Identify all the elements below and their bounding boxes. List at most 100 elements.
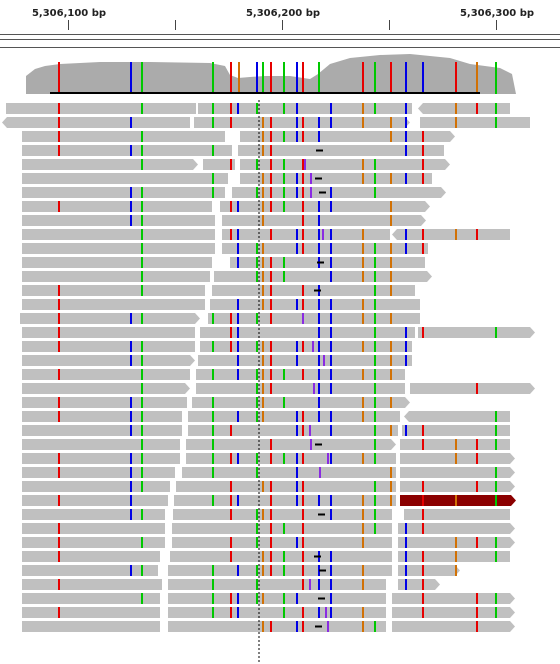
mismatch-mark	[296, 495, 298, 506]
aligned-read	[196, 383, 405, 394]
mismatch-mark	[455, 551, 457, 562]
mismatch-mark	[405, 173, 407, 184]
aligned-read	[174, 495, 396, 506]
aligned-read	[392, 621, 515, 632]
mismatch-mark	[296, 411, 298, 422]
mismatch-mark	[422, 565, 424, 576]
mismatch-mark	[362, 565, 364, 576]
aligned-read	[198, 103, 412, 114]
mismatch-mark	[374, 453, 376, 464]
aligned-read	[22, 509, 165, 520]
mismatch-mark	[330, 383, 332, 394]
insertion-mark	[322, 229, 324, 240]
mismatch-mark	[405, 243, 407, 254]
mismatch-mark	[212, 103, 214, 114]
coverage-variant-bar	[296, 62, 298, 94]
mismatch-mark	[256, 593, 258, 604]
mismatch-mark	[422, 579, 424, 590]
mismatch-mark	[58, 201, 60, 212]
mismatch-mark	[476, 103, 478, 114]
mismatch-mark	[130, 187, 132, 198]
mismatch-mark	[318, 229, 320, 240]
mismatch-mark	[141, 341, 143, 352]
mismatch-mark	[330, 411, 332, 422]
aligned-read	[22, 495, 168, 506]
mismatch-mark	[141, 425, 143, 436]
mismatch-mark	[374, 383, 376, 394]
mismatch-mark	[362, 243, 364, 254]
track-divider	[0, 47, 560, 48]
mismatch-mark	[374, 355, 376, 366]
aligned-read	[22, 369, 190, 380]
mismatch-mark	[230, 201, 232, 212]
mismatch-mark	[237, 369, 239, 380]
mismatch-mark	[296, 425, 298, 436]
aligned-read	[168, 579, 386, 590]
mismatch-mark	[141, 215, 143, 226]
mismatch-mark	[390, 369, 392, 380]
ruler-tick	[175, 20, 176, 30]
insertion-mark	[304, 159, 306, 170]
mismatch-mark	[476, 229, 478, 240]
mismatch-mark	[58, 453, 60, 464]
aligned-read	[22, 243, 215, 254]
mismatch-mark	[237, 201, 239, 212]
genomic-ruler[interactable]: 5,306,100 bp 5,306,200 bp 5,306,300 bp	[0, 0, 560, 34]
mismatch-mark	[130, 411, 132, 422]
mismatch-mark	[455, 565, 457, 576]
mismatch-mark	[318, 411, 320, 422]
mismatch-mark	[422, 159, 424, 170]
mismatch-mark	[405, 537, 407, 548]
mismatch-mark	[237, 355, 239, 366]
mismatch-mark	[455, 439, 457, 450]
mismatch-mark	[495, 481, 497, 492]
mismatch-mark	[58, 537, 60, 548]
mismatch-mark	[330, 355, 332, 366]
mismatch-mark	[237, 495, 239, 506]
deletion-mark	[314, 289, 321, 292]
mismatch-mark	[374, 243, 376, 254]
mismatch-mark	[362, 313, 364, 324]
mismatch-mark	[390, 481, 392, 492]
mismatch-mark	[362, 117, 364, 128]
mismatch-mark	[262, 243, 264, 254]
mismatch-mark	[283, 607, 285, 618]
mismatch-mark	[141, 285, 143, 296]
insertion-mark	[327, 453, 329, 464]
coverage-variant-bar	[495, 62, 497, 94]
mismatch-mark	[302, 299, 304, 310]
alignment-track[interactable]	[0, 100, 560, 664]
aligned-read	[170, 551, 392, 562]
mismatch-mark	[455, 103, 457, 114]
mismatch-mark	[405, 103, 407, 114]
mismatch-mark	[270, 117, 272, 128]
coverage-track[interactable]	[0, 52, 560, 94]
mismatch-mark	[270, 145, 272, 156]
mismatch-mark	[256, 159, 258, 170]
mismatch-mark	[374, 411, 376, 422]
mismatch-mark	[130, 453, 132, 464]
aligned-read	[22, 397, 187, 408]
coverage-variant-bar	[58, 62, 60, 94]
mismatch-mark	[302, 453, 304, 464]
coverage-variant-bar	[230, 62, 232, 94]
mismatch-mark	[141, 467, 143, 478]
aligned-read	[418, 103, 510, 114]
insertion-mark	[310, 439, 312, 450]
ruler-label-5306200: 5,306,200 bp	[245, 8, 321, 19]
mismatch-mark	[390, 355, 392, 366]
mismatch-mark	[318, 201, 320, 212]
mismatch-mark	[296, 103, 298, 114]
mismatch-mark	[270, 439, 272, 450]
aligned-read	[404, 411, 510, 422]
mismatch-mark	[270, 509, 272, 520]
aligned-read	[20, 313, 200, 324]
mismatch-mark	[422, 327, 424, 338]
mismatch-mark	[374, 439, 376, 450]
mismatch-mark	[230, 593, 232, 604]
mismatch-mark	[212, 439, 214, 450]
mismatch-mark	[283, 453, 285, 464]
mismatch-mark	[390, 201, 392, 212]
deletion-mark	[318, 597, 325, 600]
mismatch-mark	[374, 327, 376, 338]
